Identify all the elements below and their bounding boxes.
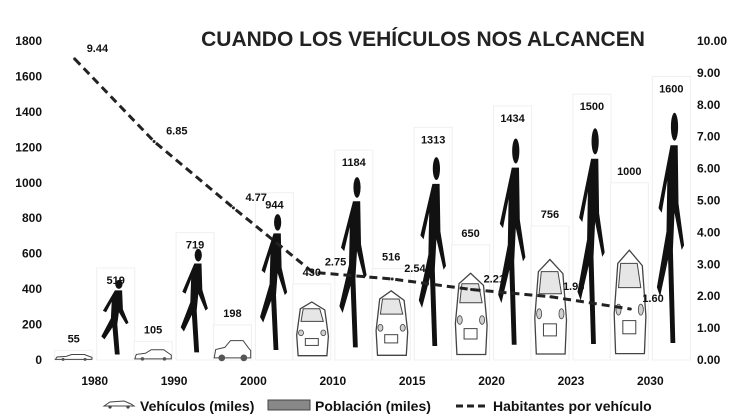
left-tick-label: 0 bbox=[35, 353, 42, 367]
vehicle-value-label: 430 bbox=[303, 267, 321, 279]
car-figure bbox=[454, 272, 488, 356]
legend-item-poblacion: Población (miles) bbox=[267, 398, 431, 414]
population-value-label: 944 bbox=[265, 200, 284, 212]
car-figure bbox=[134, 349, 172, 361]
habitantes-value-label: 2.54 bbox=[404, 263, 426, 275]
right-tick-label: 1.00 bbox=[697, 321, 721, 335]
habitantes-point bbox=[311, 270, 315, 274]
runner-figure bbox=[180, 248, 208, 353]
legend-label-vehiculos: Vehículos (miles) bbox=[140, 398, 254, 414]
legend-car-icon bbox=[102, 400, 136, 409]
right-tick-label: 3.00 bbox=[697, 257, 721, 271]
left-tick-label: 400 bbox=[22, 282, 42, 296]
legend-label-habitantes: Habitantes por vehículo bbox=[493, 398, 652, 414]
car-figure bbox=[534, 258, 568, 355]
habitantes-value-label: 9.44 bbox=[87, 43, 109, 55]
habitantes-value-label: 4.77 bbox=[245, 192, 266, 204]
habitantes-point bbox=[231, 206, 235, 210]
chart-title: CUANDO LOS VEHÍCULOS NOS ALCANCEN bbox=[201, 28, 645, 51]
right-tick-label: 5.00 bbox=[697, 194, 721, 208]
x-tick-label: 1990 bbox=[161, 374, 188, 388]
right-tick-label: 2.00 bbox=[697, 289, 721, 303]
vehicle-value-label: 198 bbox=[223, 308, 241, 320]
habitantes-value-label: 6.85 bbox=[166, 125, 187, 137]
legend-item-vehiculos: Vehículos (miles) bbox=[102, 398, 254, 414]
habitantes-point bbox=[73, 57, 77, 61]
x-tick-label: 2020 bbox=[478, 374, 505, 388]
habitantes-point bbox=[470, 288, 474, 292]
runner-figure bbox=[656, 112, 685, 343]
x-tick-label: 1980 bbox=[81, 374, 108, 388]
right-tick-label: 6.00 bbox=[697, 162, 721, 176]
left-tick-label: 800 bbox=[22, 211, 42, 225]
car-figure bbox=[54, 354, 93, 361]
habitantes-value-label: 2.21 bbox=[484, 274, 505, 286]
right-tick-label: 9.00 bbox=[697, 66, 721, 80]
car-figure bbox=[296, 301, 330, 357]
right-tick-label: 8.00 bbox=[697, 98, 721, 112]
population-value-label: 1434 bbox=[500, 113, 525, 125]
labels-layer: 519 55 719 105 944 198 1184 430 1313 516 1434 650 15… bbox=[68, 43, 684, 345]
vehicle-value-label: 650 bbox=[461, 228, 479, 240]
vehicle-value-label: 756 bbox=[541, 209, 559, 221]
car-figure bbox=[213, 340, 252, 362]
x-tick-label: 2000 bbox=[240, 374, 267, 388]
left-tick-label: 200 bbox=[22, 318, 42, 332]
left-tick-label: 600 bbox=[22, 247, 42, 261]
left-tick-label: 1600 bbox=[15, 69, 42, 83]
habitantes-point bbox=[628, 307, 632, 311]
x-tick-label: 2030 bbox=[637, 374, 664, 388]
habitantes-point bbox=[390, 277, 394, 281]
x-tick-label: 2023 bbox=[558, 374, 585, 388]
vehicle-value-label: 516 bbox=[382, 252, 400, 264]
population-value-label: 1313 bbox=[421, 134, 445, 146]
left-tick-label: 1200 bbox=[15, 140, 42, 154]
habitantes-point bbox=[549, 295, 553, 299]
x-tick-label: 2010 bbox=[319, 374, 346, 388]
vehicle-value-label: 105 bbox=[144, 324, 162, 336]
left-tick-label: 1000 bbox=[15, 176, 42, 190]
right-tick-label: 4.00 bbox=[697, 225, 721, 239]
runner-figure bbox=[418, 157, 446, 346]
population-value-label: 1600 bbox=[659, 83, 683, 95]
habitantes-line bbox=[73, 57, 631, 311]
x-axis: 1980 1990 2000 2010 2015 2020 2023 2030 bbox=[81, 374, 664, 388]
population-value-label: 1184 bbox=[342, 157, 367, 169]
right-tick-label: 7.00 bbox=[697, 130, 721, 144]
habitantes-value-label: 1.60 bbox=[642, 293, 663, 305]
car-figure bbox=[375, 289, 409, 356]
car-figure bbox=[613, 249, 647, 355]
right-tick-label: 0.00 bbox=[697, 353, 721, 367]
population-value-label: 719 bbox=[186, 240, 204, 252]
runner-figure bbox=[260, 214, 288, 350]
runner-figure bbox=[498, 138, 526, 345]
legend: Vehículos (miles) Población (miles) Habi… bbox=[102, 398, 652, 414]
habitantes-value-label: 2.75 bbox=[325, 256, 346, 268]
habitantes-point bbox=[152, 139, 156, 143]
runner-figure bbox=[101, 279, 129, 355]
line-layer bbox=[73, 57, 632, 311]
right-tick-label: 10.00 bbox=[697, 34, 727, 48]
legend-label-poblacion: Población (miles) bbox=[315, 398, 431, 414]
right-axis: 0.00 1.00 2.00 3.00 4.00 5.00 6.00 7.00 8.00 9.00… bbox=[697, 34, 727, 367]
x-tick-label: 2015 bbox=[399, 374, 426, 388]
vehicle-value-label: 55 bbox=[68, 333, 80, 345]
left-axis: 0 200 400 600 800 1000 1200 1400 1600 1800 bbox=[15, 34, 42, 367]
population-value-label: 519 bbox=[107, 275, 125, 287]
left-tick-label: 1400 bbox=[15, 105, 42, 119]
legend-item-habitantes: Habitantes por vehículo bbox=[456, 398, 652, 414]
runner-figure bbox=[339, 177, 367, 348]
vehicle-value-label: 1000 bbox=[617, 166, 641, 178]
population-value-label: 1500 bbox=[580, 101, 604, 113]
bars-layer bbox=[54, 75, 691, 362]
legend-swatch-poblacion bbox=[267, 399, 311, 411]
left-tick-label: 1800 bbox=[15, 34, 42, 48]
runner-figure bbox=[577, 128, 605, 344]
habitantes-value-label: 1.98 bbox=[563, 281, 584, 293]
